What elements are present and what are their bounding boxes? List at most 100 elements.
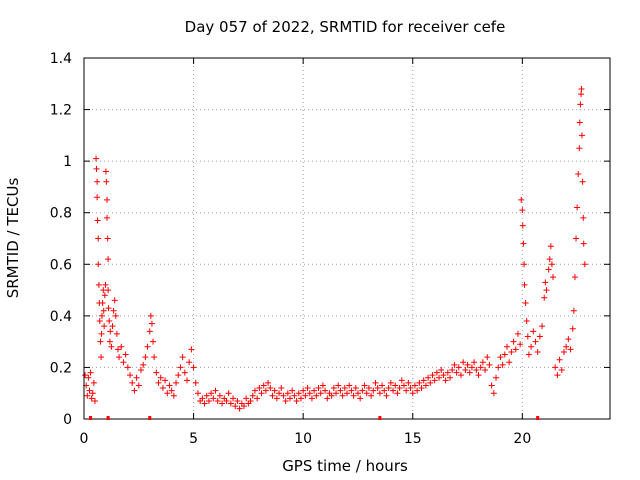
- data-point: [103, 178, 110, 185]
- data-point: [106, 318, 113, 325]
- data-point: [411, 382, 418, 389]
- data-point: [495, 364, 502, 371]
- data-point: [214, 397, 221, 404]
- data-point: [348, 387, 355, 394]
- data-point: [287, 395, 294, 402]
- data-point: [94, 194, 101, 201]
- data-point: [580, 240, 587, 247]
- data-point: [363, 390, 370, 397]
- data-point: [212, 387, 219, 394]
- data-point: [407, 385, 414, 392]
- y-tick-label: 1.4: [50, 51, 72, 67]
- data-point: [311, 387, 318, 394]
- data-point: [484, 354, 491, 361]
- data-point: [319, 382, 326, 389]
- y-tick-label: 0: [63, 412, 72, 428]
- data-point: [462, 367, 469, 374]
- data-point: [497, 354, 504, 361]
- data-point: [486, 361, 493, 368]
- data-point: [550, 274, 557, 281]
- y-axis-label: SRMTID / TECUs: [4, 178, 22, 299]
- data-point: [105, 256, 112, 263]
- data-point: [524, 333, 531, 340]
- data-point: [425, 374, 432, 381]
- data-point: [365, 385, 372, 392]
- data-point: [558, 367, 565, 374]
- data-point: [453, 369, 460, 376]
- data-point: [87, 369, 94, 376]
- data-point: [546, 256, 553, 263]
- data-point: [267, 385, 274, 392]
- data-point: [140, 361, 147, 368]
- data-point: [322, 387, 329, 394]
- x-tick-label: 20: [513, 431, 531, 447]
- data-point: [127, 372, 134, 379]
- data-point: [232, 403, 239, 410]
- data-point: [135, 382, 142, 389]
- data-point: [403, 387, 410, 394]
- data-point: [390, 387, 397, 394]
- data-point: [96, 318, 103, 325]
- data-point: [159, 385, 166, 392]
- data-point: [548, 261, 555, 268]
- data-point: [541, 294, 548, 301]
- data-point: [547, 243, 554, 250]
- data-point: [271, 387, 278, 394]
- data-point: [124, 364, 131, 371]
- data-point: [431, 377, 438, 384]
- rug-mark: [148, 416, 152, 420]
- data-point: [131, 387, 138, 394]
- data-point: [379, 382, 386, 389]
- data-point: [418, 385, 425, 392]
- data-point: [578, 85, 585, 92]
- data-point: [383, 392, 390, 399]
- data-point: [436, 374, 443, 381]
- data-point: [112, 312, 119, 319]
- data-point: [508, 348, 515, 355]
- data-point: [521, 261, 528, 268]
- data-point: [82, 372, 89, 379]
- data-point: [192, 379, 199, 386]
- data-point: [556, 356, 563, 363]
- data-point: [381, 387, 388, 394]
- data-point: [570, 307, 577, 314]
- data-point: [392, 382, 399, 389]
- data-point: [243, 395, 250, 402]
- data-point: [184, 377, 191, 384]
- data-point: [278, 385, 285, 392]
- data-point: [179, 354, 186, 361]
- data-point: [532, 338, 539, 345]
- data-point: [514, 330, 521, 337]
- data-point: [577, 101, 584, 108]
- data-point: [254, 395, 261, 402]
- data-point: [262, 387, 269, 394]
- data-point: [490, 390, 497, 397]
- data-point: [405, 379, 412, 386]
- data-point: [122, 351, 129, 358]
- data-point: [230, 395, 237, 402]
- data-point: [223, 397, 230, 404]
- data-point: [528, 343, 535, 350]
- data-point: [106, 338, 113, 345]
- data-point: [133, 374, 140, 381]
- data-point: [284, 390, 291, 397]
- data-point: [175, 372, 182, 379]
- data-point: [216, 392, 223, 399]
- data-point: [247, 397, 254, 404]
- data-point: [170, 392, 177, 399]
- data-point: [350, 392, 357, 399]
- data-point: [265, 379, 272, 386]
- data-point: [116, 354, 123, 361]
- data-point: [488, 382, 495, 389]
- data-point: [575, 171, 582, 178]
- data-point: [109, 323, 116, 330]
- data-point: [341, 385, 348, 392]
- data-point: [398, 377, 405, 384]
- data-point: [578, 91, 585, 98]
- data-point: [368, 392, 375, 399]
- data-point: [113, 330, 120, 337]
- data-point: [578, 132, 585, 139]
- y-tick-label: 1.2: [50, 103, 72, 119]
- data-point: [521, 281, 528, 288]
- plot-frame: [83, 57, 611, 420]
